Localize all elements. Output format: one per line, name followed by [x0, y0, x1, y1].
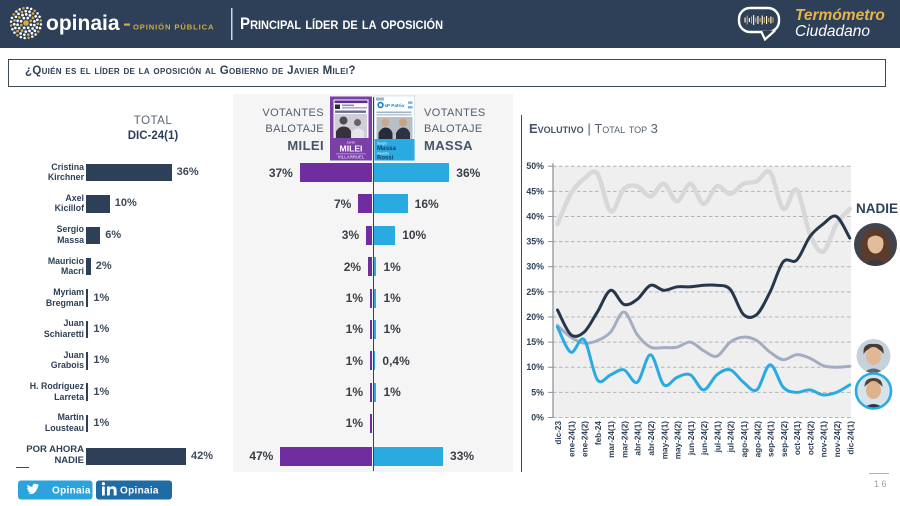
svg-text:opinaia: opinaia	[46, 12, 120, 35]
svg-text:dic-24(1): dic-24(1)	[846, 421, 855, 455]
svg-text:sep-24(1): sep-24(1)	[767, 421, 776, 457]
svg-text:20%: 20%	[526, 312, 544, 322]
svg-text:50%: 50%	[526, 161, 544, 171]
svg-text:25%: 25%	[526, 287, 544, 297]
svg-text:5%: 5%	[531, 387, 544, 397]
svg-text:Opinaia: Opinaia	[52, 486, 91, 497]
svg-text:oct-24(1): oct-24(1)	[793, 421, 802, 455]
svg-text:Javier: Javier	[346, 141, 356, 145]
svg-text:Termómetro: Termómetro	[795, 7, 885, 24]
svg-text:Agustín: Agustín	[377, 152, 389, 156]
svg-text:40%: 40%	[526, 211, 544, 221]
svg-text:ago-24(1): ago-24(1)	[740, 421, 749, 458]
svg-text:ene-24(2): ene-24(2)	[581, 421, 590, 457]
svg-text:ago-24(2): ago-24(2)	[753, 421, 762, 458]
svg-text:dic-23: dic-23	[554, 421, 563, 445]
svg-text:mar-24(1): mar-24(1)	[607, 421, 616, 458]
svg-text:mar-24(2): mar-24(2)	[620, 421, 629, 458]
svg-text:may-24(1): may-24(1)	[660, 421, 669, 460]
svg-text:45%: 45%	[526, 186, 544, 196]
svg-text:30%: 30%	[526, 262, 544, 272]
svg-text:nov-24(1): nov-24(1)	[820, 421, 829, 458]
svg-text:oct-24(2): oct-24(2)	[806, 421, 815, 455]
svg-text:xP Patria: xP Patria	[385, 103, 405, 108]
svg-text:10%: 10%	[526, 362, 544, 372]
svg-text:feb-24: feb-24	[594, 421, 603, 446]
svg-text:15%: 15%	[526, 337, 544, 347]
svg-text:sep-24(2): sep-24(2)	[780, 421, 789, 457]
svg-text:ene-24(1): ene-24(1)	[567, 421, 576, 457]
svg-text:jul-24(2): jul-24(2)	[727, 421, 736, 454]
svg-text:jul-24(1): jul-24(1)	[713, 421, 722, 454]
svg-text:Massa: Massa	[377, 145, 396, 152]
svg-text:MILEI: MILEI	[340, 144, 363, 154]
svg-text:35%: 35%	[526, 237, 544, 247]
svg-text:Rossi: Rossi	[377, 156, 394, 162]
svg-text:OPINIÓN PÚBLICA: OPINIÓN PÚBLICA	[133, 23, 214, 32]
svg-text:abr-24(2): abr-24(2)	[647, 421, 656, 456]
svg-text:jun-24(2): jun-24(2)	[700, 421, 709, 456]
svg-text:may-24(2): may-24(2)	[674, 421, 683, 460]
svg-text:0%: 0%	[531, 413, 544, 423]
svg-text:Sergio: Sergio	[377, 142, 387, 146]
svg-text:abr-24(1): abr-24(1)	[634, 421, 643, 456]
svg-text:Principal líder de la oposició: Principal líder de la oposición	[240, 15, 443, 33]
svg-text:Opinaia: Opinaia	[120, 486, 159, 497]
svg-text:Ciudadano: Ciudadano	[795, 23, 870, 40]
svg-text:nov-24(2): nov-24(2)	[833, 421, 842, 458]
svg-text:VILLARRUEL: VILLARRUEL	[338, 155, 365, 160]
svg-text:jun-24(1): jun-24(1)	[687, 421, 696, 456]
